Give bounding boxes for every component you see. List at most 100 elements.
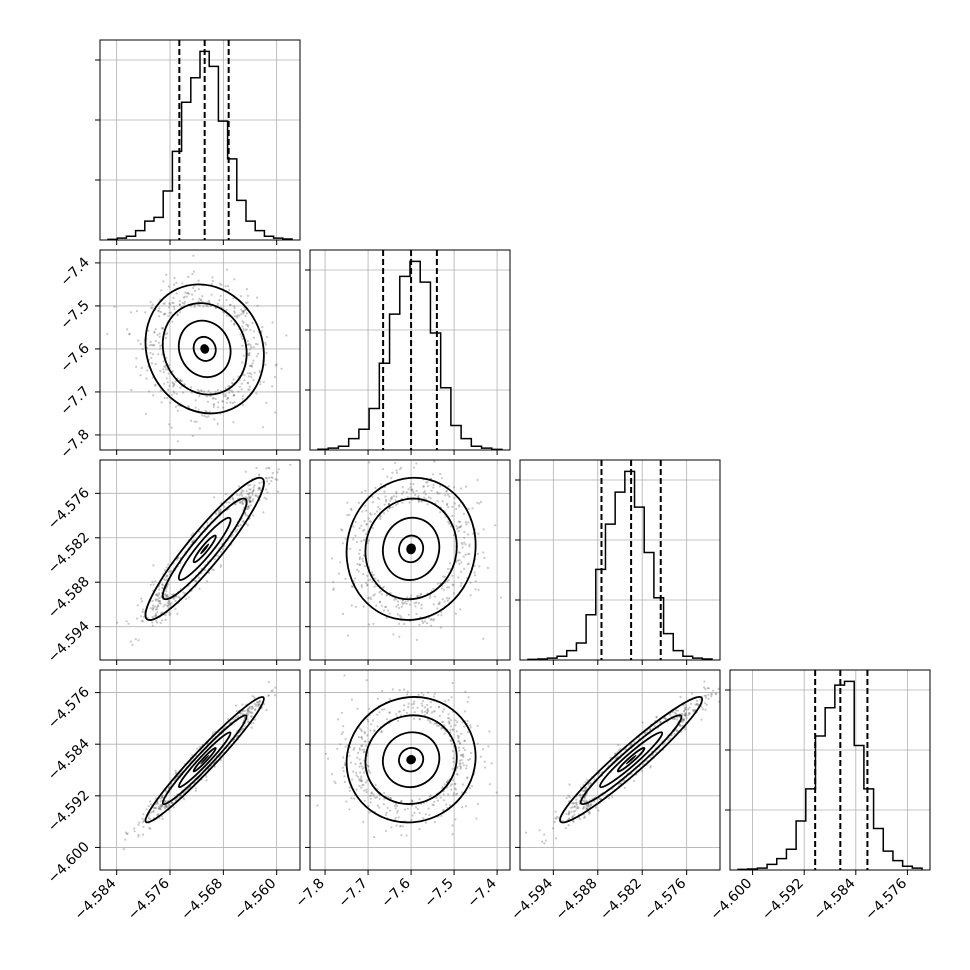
sample-point — [466, 731, 470, 734]
sample-point — [163, 805, 166, 809]
sample-point — [135, 365, 138, 368]
sample-point — [153, 330, 156, 333]
sample-point — [247, 354, 250, 357]
sample-point — [418, 718, 421, 721]
sample-point — [162, 302, 165, 305]
sample-point — [684, 728, 687, 731]
sample-point — [373, 730, 376, 733]
sample-point — [370, 520, 373, 524]
sample-point — [168, 600, 171, 603]
sample-point — [128, 333, 131, 336]
sample-point — [206, 521, 209, 524]
sample-point — [233, 305, 236, 308]
sample-point — [136, 604, 139, 607]
y-tick-label: −4.584 — [45, 736, 93, 784]
sample-point — [693, 709, 696, 712]
sample-point — [231, 402, 234, 405]
sample-point — [271, 321, 274, 324]
sample-point — [446, 806, 449, 809]
sample-point — [450, 788, 453, 791]
sample-point — [165, 273, 168, 276]
x-tick-label: −7.5 — [422, 876, 457, 911]
sample-point — [377, 580, 380, 583]
sample-point — [451, 779, 454, 782]
x-tick-label: −4.588 — [553, 876, 601, 924]
sample-point — [150, 343, 153, 346]
sample-point — [201, 295, 204, 298]
sample-point — [688, 706, 691, 709]
sample-point — [233, 401, 236, 404]
sample-point — [448, 722, 451, 725]
sample-point — [124, 838, 127, 841]
sample-point — [685, 714, 688, 717]
sample-point — [160, 289, 163, 292]
sample-point — [172, 370, 175, 373]
sample-point — [447, 505, 450, 509]
sample-point — [396, 613, 399, 616]
sample-point — [248, 364, 251, 367]
scatter-points — [316, 674, 498, 839]
sample-point — [171, 393, 174, 396]
sample-point — [575, 802, 578, 805]
sample-point — [228, 389, 231, 392]
sample-point — [165, 595, 168, 599]
sample-point — [684, 712, 687, 715]
sample-point — [457, 559, 460, 562]
sample-point — [379, 514, 382, 518]
sample-point — [140, 619, 144, 622]
sample-point — [353, 746, 356, 750]
sample-point — [242, 328, 245, 331]
sample-point — [394, 461, 397, 464]
sample-point — [226, 398, 229, 401]
sample-point — [257, 352, 260, 355]
sample-point — [357, 736, 360, 739]
panel-1-0: −7.8−7.7−7.6−7.5−7.4 — [57, 249, 301, 462]
sample-point — [717, 687, 720, 691]
sample-point — [252, 498, 255, 501]
sample-point — [246, 381, 249, 384]
sample-point — [380, 593, 383, 596]
sample-point — [142, 813, 145, 816]
sample-point — [218, 282, 222, 285]
sample-point — [240, 501, 243, 504]
sample-point — [673, 717, 677, 720]
sample-point — [246, 294, 249, 297]
sample-point — [140, 366, 143, 369]
sample-point — [446, 599, 449, 602]
sample-point — [410, 818, 413, 821]
sample-point — [383, 791, 386, 795]
sample-point — [137, 823, 140, 826]
sample-point — [267, 694, 270, 697]
sample-point — [387, 502, 390, 506]
sample-point — [264, 341, 267, 344]
sample-point — [261, 326, 264, 329]
sample-point — [368, 707, 371, 710]
sample-point — [447, 493, 450, 496]
panel-frame — [99, 249, 301, 451]
sample-point — [373, 795, 376, 798]
sample-point — [239, 333, 242, 336]
sample-point — [352, 525, 355, 528]
sample-point — [475, 817, 478, 820]
sample-point — [423, 706, 426, 709]
sample-point — [213, 496, 216, 499]
sample-point — [254, 708, 257, 711]
sample-point — [567, 818, 570, 821]
sample-point — [232, 323, 236, 326]
y-tick-label: −7.8 — [57, 426, 92, 461]
sample-point — [240, 313, 243, 316]
sample-point — [233, 310, 236, 313]
sample-point — [391, 506, 394, 509]
sample-point — [463, 725, 466, 728]
sample-point — [262, 511, 265, 514]
sample-point — [567, 812, 571, 815]
sample-point — [452, 592, 455, 595]
sample-point — [148, 390, 151, 393]
sample-point — [296, 662, 298, 664]
sample-point — [360, 735, 363, 739]
sample-point — [159, 612, 163, 615]
sample-point — [483, 760, 486, 763]
sample-point — [241, 325, 244, 328]
sample-point — [488, 783, 491, 786]
sample-point — [363, 565, 367, 568]
